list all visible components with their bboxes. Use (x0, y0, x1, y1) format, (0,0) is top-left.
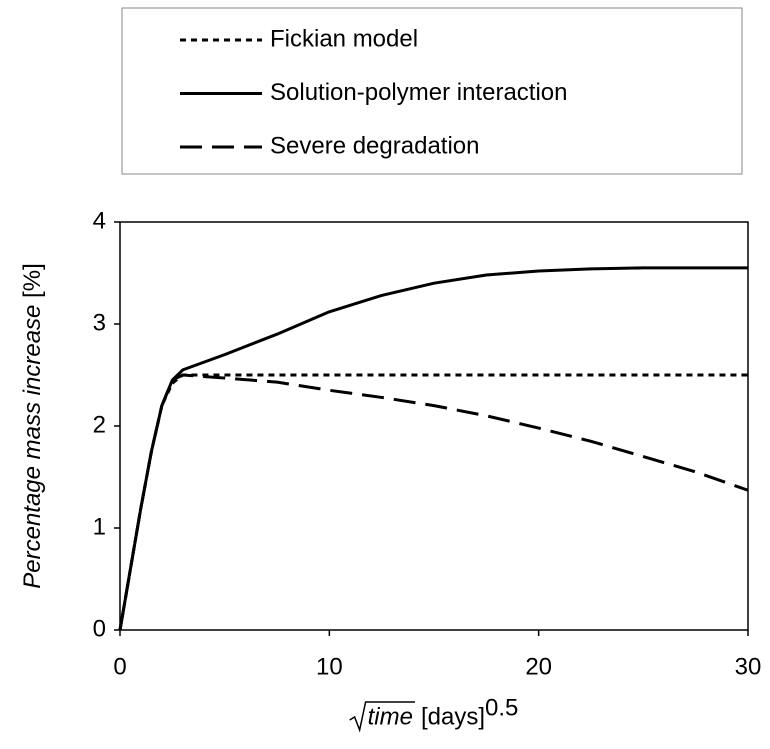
series-line (118, 373, 748, 631)
series-line (118, 373, 749, 631)
x-label-sqrt-term: time (368, 703, 413, 730)
y-label-quantity: Percentage mass increase (19, 305, 46, 589)
y-tick-label: 0 (93, 615, 106, 642)
x-tick-label: 0 (113, 653, 126, 680)
x-axis-label: time [days] 0.5 (349, 694, 518, 733)
x-tick-label: 30 (735, 653, 762, 680)
y-label-unit: [%] (19, 263, 46, 298)
x-tick-label: 10 (316, 653, 343, 680)
y-tick-label: 3 (93, 309, 106, 336)
legend-label: Solution-polymer interaction (270, 79, 567, 106)
legend-label: Severe degradation (270, 132, 479, 159)
y-tick-label: 2 (93, 411, 106, 438)
x-label-exponent: 0.5 (485, 694, 518, 721)
legend-label: Fickian model (270, 25, 418, 52)
y-axis-label: Percentage mass increase [%] (19, 263, 46, 589)
y-label-space (19, 298, 46, 305)
y-tick-label: 1 (93, 513, 106, 540)
x-label-unit: [days] (421, 703, 485, 730)
x-label-sqrt-sign (349, 701, 415, 733)
x-tick-label: 20 (525, 653, 552, 680)
y-tick-label: 4 (93, 207, 106, 234)
